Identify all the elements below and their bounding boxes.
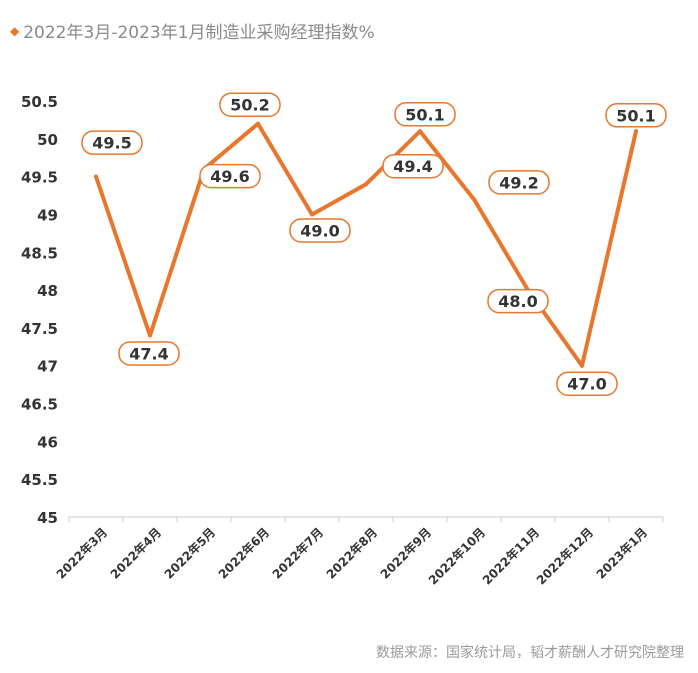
- y-tick-label: 50: [37, 131, 58, 149]
- x-tick-label: 2022年4月: [107, 525, 164, 582]
- data-label-box: [382, 153, 444, 179]
- data-label-box: [487, 288, 549, 314]
- x-tick-label: 2022年11月: [479, 525, 542, 588]
- data-label: 49.4: [393, 157, 432, 176]
- x-tick-label: 2022年3月: [53, 525, 110, 582]
- data-point: [256, 121, 260, 126]
- data-point: [634, 129, 638, 134]
- data-label-box: [605, 103, 667, 128]
- data-label: 49.0: [300, 221, 339, 240]
- data-label-box: [394, 102, 456, 127]
- x-tick-label: 2022年12月: [533, 525, 596, 588]
- y-tick-label: 47.5: [21, 320, 58, 338]
- x-tick-label: 2022年10月: [425, 525, 488, 588]
- data-point: [94, 174, 98, 179]
- data-label: 50.1: [405, 105, 444, 124]
- data-label-box: [118, 341, 180, 366]
- data-label-box: [81, 130, 143, 155]
- data-label-box: [199, 163, 261, 189]
- y-tick-label: 49.5: [21, 169, 58, 187]
- data-label: 47.0: [567, 375, 606, 394]
- x-tick-label: 2022年9月: [377, 525, 434, 582]
- data-point: [472, 197, 476, 202]
- data-point: [418, 129, 422, 134]
- data-point: [148, 333, 152, 338]
- series-line: [94, 121, 638, 368]
- data-label: 49.2: [499, 173, 538, 192]
- y-tick-label: 45.5: [21, 471, 58, 489]
- data-label: 50.2: [230, 96, 269, 115]
- data-label-box: [219, 92, 281, 117]
- data-point: [580, 363, 584, 368]
- data-label: 50.1: [616, 106, 655, 125]
- data-source-note: 数据来源：国家统计局，韬才薪酬人才研究院整理: [376, 645, 684, 661]
- y-tick-label: 48.5: [21, 244, 58, 262]
- y-tick-label: 48: [37, 282, 58, 300]
- data-label: 49.5: [92, 134, 131, 153]
- diamond-icon: ◆: [10, 23, 20, 38]
- chart-title-text: 2022年3月-2023年1月制造业采购经理指数%: [23, 23, 375, 43]
- x-tick-label: 2023年1月: [593, 525, 650, 582]
- data-label-box: [488, 170, 550, 195]
- y-tick-label: 50.5: [21, 93, 58, 111]
- data-point: [310, 212, 314, 217]
- y-tick-label: 47: [37, 358, 58, 376]
- x-tick-label: 2022年7月: [269, 525, 326, 582]
- data-label: 48.0: [498, 292, 537, 311]
- y-tick-label: 45: [37, 509, 58, 527]
- data-label: 49.6: [210, 167, 249, 186]
- data-point: [364, 182, 368, 187]
- x-tick-label: 2022年8月: [323, 525, 380, 582]
- y-tick-label: 46: [37, 433, 58, 451]
- y-tick-label: 46.5: [21, 396, 58, 414]
- chart-title: ◆ 2022年3月-2023年1月制造业采购经理指数%: [10, 18, 375, 43]
- data-label-box: [289, 218, 351, 243]
- data-label-box: [556, 371, 618, 396]
- y-tick-label: 49: [37, 206, 58, 224]
- data-label: 47.4: [129, 344, 168, 363]
- x-tick-label: 2022年5月: [161, 525, 218, 582]
- x-tick-label: 2022年6月: [215, 525, 272, 582]
